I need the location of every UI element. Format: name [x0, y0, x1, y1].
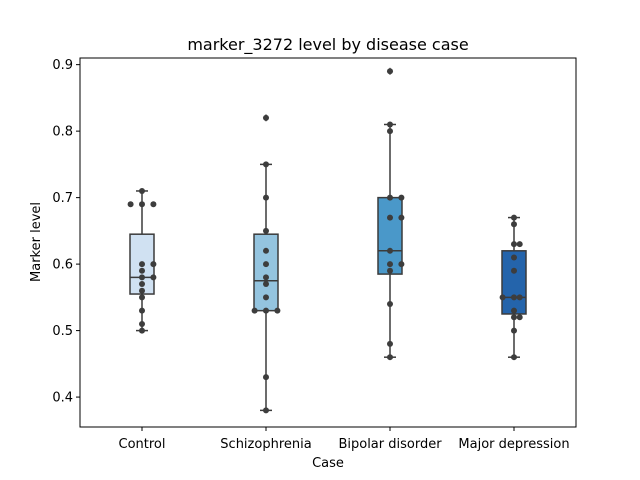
data-point — [398, 214, 405, 221]
x-tick-label: Major depression — [458, 437, 569, 452]
data-point — [139, 307, 145, 314]
data-point — [127, 201, 134, 208]
data-point — [263, 247, 269, 254]
y-tick-label: 0.7 — [52, 191, 73, 206]
data-point — [398, 261, 405, 268]
data-point — [139, 274, 145, 281]
data-point — [139, 281, 145, 288]
plot-frame — [79, 57, 577, 428]
data-point — [398, 194, 405, 201]
data-point — [263, 194, 269, 201]
data-point — [387, 121, 393, 128]
y-axis-label: Marker level — [29, 202, 44, 282]
chart-title: marker_3272 level by disease case — [187, 35, 468, 55]
data-point — [516, 241, 523, 248]
x-tick-label: Bipolar disorder — [338, 437, 442, 452]
data-point — [511, 327, 517, 334]
data-point — [139, 267, 145, 274]
data-point — [263, 261, 269, 268]
swarm-points-schizophrenia — [251, 114, 281, 414]
data-point — [387, 354, 393, 361]
data-point — [139, 261, 145, 268]
y-tick-label: 0.8 — [52, 125, 73, 140]
data-point — [387, 340, 393, 347]
box — [501, 250, 527, 315]
data-point — [387, 214, 393, 221]
data-point — [387, 68, 393, 75]
data-point — [263, 161, 269, 168]
data-point — [263, 374, 269, 381]
data-point — [263, 227, 269, 234]
data-point — [274, 307, 281, 314]
data-point — [150, 201, 157, 208]
data-point — [511, 241, 517, 248]
data-point — [150, 274, 157, 281]
data-point — [387, 128, 393, 135]
data-point — [251, 307, 258, 314]
x-tick-label: Schizophrenia — [220, 437, 311, 452]
swarm-points-bipolar-disorder — [387, 68, 405, 361]
data-point — [511, 214, 517, 221]
data-point — [387, 267, 393, 274]
data-point — [516, 294, 523, 301]
data-point — [511, 354, 517, 361]
data-point — [263, 407, 269, 414]
data-point — [263, 114, 269, 121]
data-point — [511, 294, 517, 301]
data-point — [511, 254, 517, 261]
data-point — [387, 301, 393, 307]
plot-area — [127, 67, 527, 414]
data-point — [387, 261, 393, 268]
data-point — [139, 327, 145, 334]
y-tick-label: 0.5 — [52, 324, 73, 339]
data-point — [516, 314, 523, 321]
data-point — [263, 294, 269, 301]
data-point — [387, 247, 393, 254]
data-point — [511, 314, 517, 321]
data-point — [263, 274, 269, 281]
data-point — [139, 201, 145, 208]
data-point — [139, 187, 145, 194]
y-tick-label: 0.4 — [52, 391, 73, 406]
swarm-points-control — [127, 187, 157, 334]
data-point — [387, 194, 393, 201]
data-point — [499, 294, 506, 301]
x-tick-label: Control — [119, 437, 166, 452]
swarm-points-major-depression — [499, 214, 523, 361]
data-point — [139, 320, 145, 327]
y-tick-label: 0.6 — [52, 258, 73, 273]
data-point — [139, 294, 145, 301]
data-point — [263, 307, 269, 314]
data-point — [139, 287, 145, 294]
data-point — [511, 307, 517, 314]
y-tick-label: 0.9 — [52, 58, 73, 73]
data-point — [263, 281, 269, 288]
data-point — [511, 221, 517, 228]
data-point — [511, 267, 517, 274]
x-axis: Control Schizophrenia Bipolar disorder Majo… — [119, 427, 570, 452]
y-axis: 0.4 0.5 0.6 0.7 0.8 0.9 — [52, 58, 80, 406]
x-axis-label: Case — [312, 456, 344, 471]
data-point — [150, 261, 157, 268]
